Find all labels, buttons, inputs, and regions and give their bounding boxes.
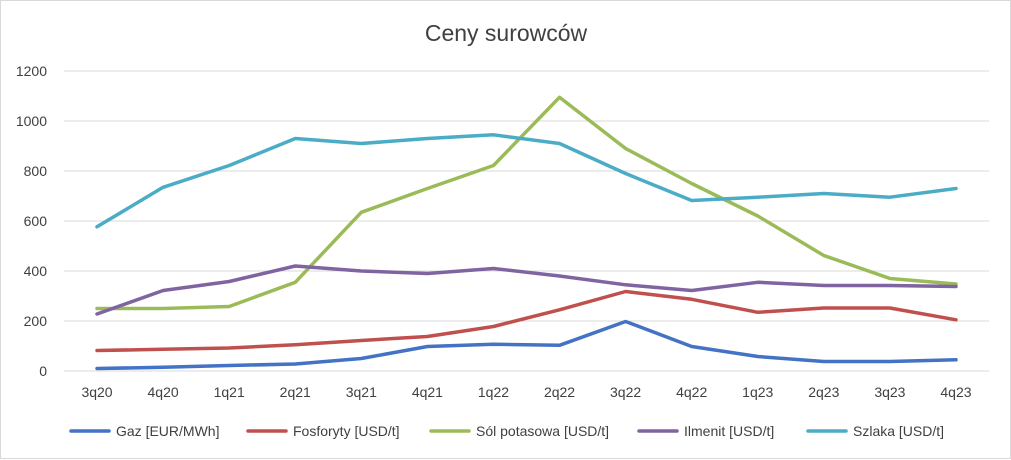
x-tick-label: 4q20 [148,384,179,400]
y-tick-label: 800 [24,163,48,179]
x-tick-label: 1q22 [478,384,509,400]
series-line-5 [95,133,958,229]
x-tick-label: 2q22 [544,384,575,400]
x-tick-label: 2q23 [808,384,839,400]
y-tick-label: 400 [24,263,48,279]
series-line-1 [95,319,958,371]
legend-item: Sól potasowa [USD/t] [429,423,609,439]
x-tick-label: 3q20 [81,384,112,400]
x-tick-label: 3q23 [874,384,905,400]
legend-item: Fosforyty [USD/t] [246,423,400,439]
legend-label: Fosforyty [USD/t] [293,423,400,439]
x-tick-label: 3q21 [346,384,377,400]
x-tick-label: 3q22 [610,384,641,400]
y-axis-ticks: 0 200 400 600 800 1000 1200 [16,63,47,379]
legend-label: Gaz [EUR/MWh] [116,423,219,439]
y-tick-label: 1200 [16,63,47,79]
y-tick-label: 600 [24,213,48,229]
series-line-3 [95,95,958,311]
y-tick-label: 0 [39,363,47,379]
legend-label: Ilmenit [USD/t] [684,423,774,439]
legend-item: Gaz [EUR/MWh] [69,423,219,439]
x-tick-label: 4q23 [940,384,971,400]
x-tick-label: 1q21 [214,384,245,400]
x-tick-label: 2q21 [280,384,311,400]
x-tick-label: 4q21 [412,384,443,400]
x-tick-label: 1q23 [742,384,773,400]
legend-label: Sól potasowa [USD/t] [476,423,609,439]
gridlines [64,70,989,372]
legend-item: Szlaka [USD/t] [806,423,944,439]
y-tick-label: 1000 [16,113,47,129]
x-tick-label: 4q22 [676,384,707,400]
series-line-4 [95,264,958,316]
chart-title: Ceny surowców [425,20,588,46]
x-axis-ticks: 3q20 4q20 1q21 2q21 3q21 4q21 1q22 2q22 3q22 4q22… [81,384,971,400]
legend-label: Szlaka [USD/t] [853,423,944,439]
y-tick-label: 200 [24,313,48,329]
series-line-2 [95,289,958,353]
series-lines [95,95,958,371]
legend: Gaz [EUR/MWh] Fosforyty [USD/t] Sól potaso… [69,423,944,439]
legend-item: Ilmenit [USD/t] [637,423,774,439]
